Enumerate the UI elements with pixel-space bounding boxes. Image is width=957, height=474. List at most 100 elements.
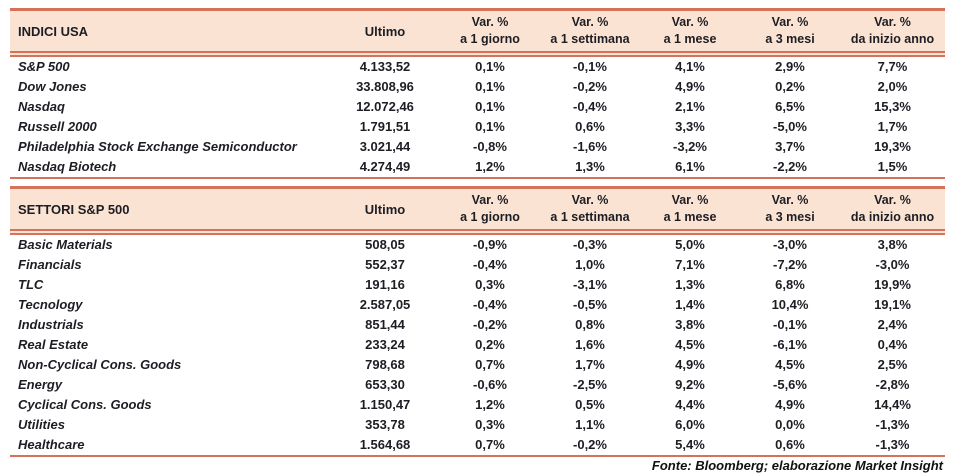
row-label: S&P 500 [18, 59, 70, 74]
var-percent-value: 1,4% [675, 297, 705, 312]
var-percent-value: 7,1% [675, 257, 705, 272]
var-percent-value: -0,6% [473, 377, 507, 392]
var-percent-value: 9,2% [675, 377, 705, 392]
period-label: a 1 mese [663, 210, 717, 224]
settori-sp500-header: SETTORI S&P 500 Ultimo Var. % a 1 giorno… [10, 186, 945, 235]
var-label: Var. % [671, 15, 709, 29]
var-percent-value: 4,9% [675, 357, 705, 372]
column-header-var-1-giorno: Var. % a 1 giorno [440, 8, 540, 57]
table-row: TLC 191,16 0,3% -3,1% 1,3% 6,8% 19,9% [10, 275, 945, 295]
var-percent-value: 6,0% [675, 417, 705, 432]
row-label: Basic Materials [18, 237, 113, 252]
var-percent-value: 1,3% [540, 157, 640, 179]
period-label: a 3 mesi [765, 210, 815, 224]
settori-sp500-body: Basic Materials 508,05 -0,9% -0,3% 5,0% -3,0%… [10, 235, 945, 457]
period-label: a 1 giorno [460, 32, 520, 46]
var-percent-value: -3,0% [773, 237, 807, 252]
var-percent-value: 0,2% [475, 337, 505, 352]
var-percent-value: 4,4% [675, 397, 705, 412]
var-percent-value: 1,2% [440, 157, 540, 179]
period-label: a 3 mesi [765, 32, 815, 46]
var-percent-value: 5,4% [640, 435, 740, 457]
indici-usa-table: INDICI USA Ultimo Var. % a 1 giorno Var.… [10, 8, 945, 179]
table-row: Industrials 851,44 -0,2% 0,8% 3,8% -0,1% 2,4% [10, 315, 945, 335]
ultimo-value: 1.564,68 [330, 435, 440, 457]
var-percent-value: -0,9% [473, 237, 507, 252]
table-row: Real Estate 233,24 0,2% 1,6% 4,5% -6,1% 0,4% [10, 335, 945, 355]
var-percent-value: -0,4% [473, 257, 507, 272]
var-percent-value: 4,1% [675, 59, 705, 74]
row-label: Energy [18, 377, 63, 392]
ultimo-value: 191,16 [365, 277, 405, 292]
var-percent-value: 0,1% [475, 99, 505, 114]
var-percent-value: 0,2% [775, 79, 805, 94]
column-header-var-3-mesi: Var. % a 3 mesi [740, 186, 840, 235]
var-percent-value: 2,5% [877, 357, 908, 372]
var-percent-value: -0,3% [573, 237, 607, 252]
var-percent-value: 19,3% [874, 139, 911, 154]
var-percent-value: 6,1% [640, 157, 740, 179]
var-percent-value: -3,1% [573, 277, 607, 292]
var-percent-value: 3,3% [675, 119, 705, 134]
var-label: Var. % [471, 193, 509, 207]
var-percent-value: 15,3% [874, 99, 911, 114]
var-percent-value: 0,0% [775, 417, 805, 432]
ultimo-value: 851,44 [365, 317, 405, 332]
var-label: Var. % [874, 15, 911, 29]
var-percent-value: 0,5% [575, 397, 605, 412]
var-percent-value: -3,0% [875, 257, 910, 272]
ultimo-value: 33.808,96 [356, 79, 414, 94]
var-percent-value: 0,4% [877, 337, 908, 352]
var-percent-value: -1,6% [573, 139, 607, 154]
row-label: Tecnology [18, 297, 83, 312]
var-percent-value: 6,5% [775, 99, 805, 114]
indici-usa-body: S&P 500 4.133,52 0,1% -0,1% 4,1% 2,9% 7,7% Dow … [10, 57, 945, 179]
row-label: Industrials [18, 317, 84, 332]
column-header-var-inizio-anno: Var. % da inizio anno [840, 8, 945, 57]
var-percent-value: -5,0% [773, 119, 807, 134]
row-label: Nasdaq [18, 99, 65, 114]
row-label: Non-Cyclical Cons. Goods [18, 357, 182, 372]
ultimo-value: 4.274,49 [330, 157, 440, 179]
var-percent-value: 0,7% [440, 435, 540, 457]
var-percent-value: 19,9% [874, 277, 911, 292]
var-percent-value: 6,8% [775, 277, 805, 292]
var-label: Var. % [874, 193, 911, 207]
var-label: Var. % [771, 193, 809, 207]
var-percent-value: 1,3% [675, 277, 705, 292]
row-label: Philadelphia Stock Exchange Semiconducto… [18, 139, 297, 154]
row-label: Dow Jones [18, 79, 87, 94]
ultimo-value: 233,24 [365, 337, 405, 352]
var-percent-value: 1,7% [877, 119, 908, 134]
table-row: Energy 653,30 -0,6% -2,5% 9,2% -5,6% -2,8% [10, 375, 945, 395]
var-percent-value: 4,5% [775, 357, 805, 372]
column-header-var-1-settimana: Var. % a 1 settimana [540, 186, 640, 235]
var-percent-value: 0,3% [475, 277, 505, 292]
indici-usa-header: INDICI USA Ultimo Var. % a 1 giorno Var.… [10, 8, 945, 57]
var-percent-value: 19,1% [874, 297, 911, 312]
row-label: Real Estate [18, 337, 89, 352]
var-percent-value: -0,8% [473, 139, 507, 154]
table-row: Basic Materials 508,05 -0,9% -0,3% 5,0% -3,0%… [10, 235, 945, 255]
var-percent-value: 4,9% [775, 397, 805, 412]
settori-sp500-table: SETTORI S&P 500 Ultimo Var. % a 1 giorno… [10, 186, 945, 457]
row-label: Cyclical Cons. Goods [18, 397, 152, 412]
table-row: Utilities 353,78 0,3% 1,1% 6,0% 0,0% -1,3% [10, 415, 945, 435]
var-percent-value: 3,8% [675, 317, 705, 332]
var-percent-value: -5,6% [773, 377, 807, 392]
var-percent-value: -0,2% [473, 317, 507, 332]
var-label: Var. % [471, 15, 509, 29]
var-percent-value: 2,1% [675, 99, 705, 114]
var-percent-value: 7,7% [877, 59, 908, 74]
table-row: Cyclical Cons. Goods 1.150,47 1,2% 0,5% 4,4%… [10, 395, 945, 415]
row-label: TLC [18, 277, 44, 292]
var-percent-value: 0,6% [575, 119, 605, 134]
var-percent-value: 1,0% [575, 257, 605, 272]
var-percent-value: 1,1% [575, 417, 605, 432]
var-percent-value: -0,5% [573, 297, 607, 312]
var-percent-value: -2,8% [875, 377, 910, 392]
ultimo-value: 508,05 [365, 237, 405, 252]
period-label: a 1 settimana [550, 32, 630, 46]
column-header-ultimo: Ultimo [330, 8, 440, 57]
ultimo-value: 1.150,47 [359, 397, 411, 412]
